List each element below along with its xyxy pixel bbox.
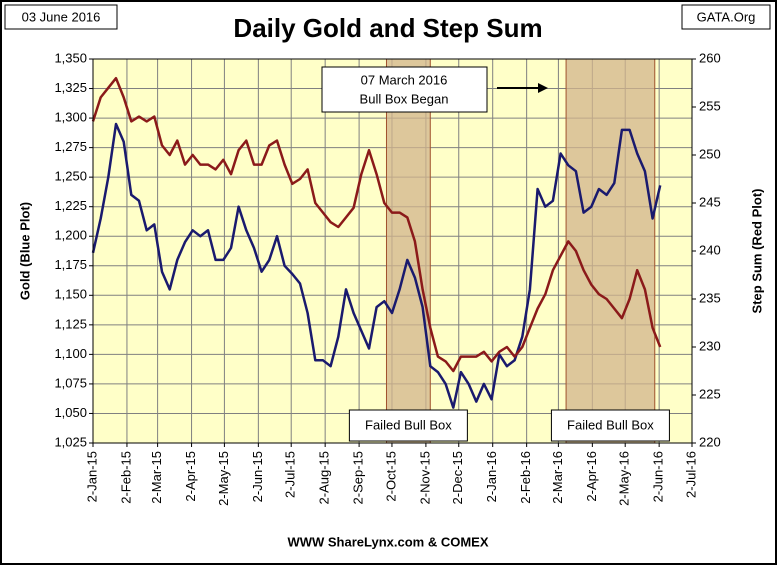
x-tick-label: 2-Jun-16 <box>651 451 666 502</box>
x-tick-label: 2-Jul-16 <box>683 451 698 498</box>
x-tick-label: 2-Apr-16 <box>584 451 599 502</box>
y-tick-label: 1,350 <box>54 50 87 65</box>
y-tick-label: 1,225 <box>54 198 87 213</box>
chart-title: Daily Gold and Step Sum <box>233 13 542 43</box>
x-tick-label: 2-Nov-15 <box>417 451 432 504</box>
x-tick-label: 2-Sep-15 <box>351 451 366 504</box>
y-tick-label: 1,250 <box>54 169 87 184</box>
x-tick-label: 2-Jun-15 <box>250 451 265 502</box>
box-label: Failed Bull Box <box>365 417 452 432</box>
x-tick-label: 2-Jan-16 <box>484 451 499 502</box>
date-box <box>4 4 118 30</box>
y-tick-label: 1,175 <box>54 257 87 272</box>
x-tick-label: 2-Mar-15 <box>149 451 164 504</box>
annotation: 07 March 2016 <box>361 72 448 87</box>
y-tick-label: 1,125 <box>54 316 87 331</box>
x-tick-label: 2-Mar-16 <box>550 451 565 504</box>
y-tick-label: 1,200 <box>54 228 87 243</box>
y-tick-label: 1,100 <box>54 346 87 361</box>
x-tick-label: 2-Aug-15 <box>317 451 332 504</box>
arrow-head <box>538 83 548 93</box>
source-box <box>681 4 771 30</box>
y2-tick-label: 235 <box>699 290 721 305</box>
x-tick-label: 2-May-16 <box>617 451 632 506</box>
x-tick-label: 2-Jan-15 <box>84 451 99 502</box>
series-line <box>91 122 662 409</box>
y2-tick-label: 240 <box>699 242 721 257</box>
source-label: GATA.Org <box>697 9 756 24</box>
series-line <box>91 76 662 373</box>
y2-tick-label: 225 <box>699 386 721 401</box>
x-tick-label: 2-Feb-15 <box>118 451 133 504</box>
y-tick-label: 1,150 <box>54 287 87 302</box>
y-tick-label: 1,025 <box>54 434 87 449</box>
y2-tick-label: 220 <box>699 434 721 449</box>
x-tick-label: 2-Dec-15 <box>450 451 465 504</box>
date-label: 03 June 2016 <box>22 9 101 24</box>
y2-tick-label: 245 <box>699 194 721 209</box>
x-tick-label: 2-May-15 <box>216 451 231 506</box>
y-tick-label: 1,050 <box>54 405 87 420</box>
x-tick-label: 2-Jul-15 <box>283 451 298 498</box>
boxes <box>385 58 656 444</box>
bull-box <box>565 58 656 444</box>
y2-tick-label: 230 <box>699 338 721 353</box>
annotation: Bull Box Began <box>360 91 449 106</box>
x-tick-label: 2-Feb-16 <box>518 451 533 504</box>
annotation-box <box>321 66 488 113</box>
y2-tick-label: 255 <box>699 98 721 113</box>
y2-axis-label: Step Sum (Red Plot) <box>749 189 764 314</box>
x-tick-label: 2-Apr-15 <box>183 451 198 502</box>
y2-tick-label: 260 <box>699 50 721 65</box>
box-label-bg <box>550 409 670 442</box>
y-tick-label: 1,300 <box>54 110 87 125</box>
box-label-bg <box>348 409 468 442</box>
bull-box <box>385 58 431 444</box>
y-tick-label: 1,275 <box>54 139 87 154</box>
footer: WWW ShareLynx.com & COMEX <box>287 534 488 549</box>
y-tick-label: 1,325 <box>54 80 87 95</box>
x-tick-label: 2-Oct-15 <box>383 451 398 502</box>
box-label: Failed Bull Box <box>567 417 654 432</box>
y-axis-label: Gold (Blue Plot) <box>17 202 32 300</box>
lines <box>91 76 662 409</box>
y2-tick-label: 250 <box>699 146 721 161</box>
y-tick-label: 1,075 <box>54 375 87 390</box>
